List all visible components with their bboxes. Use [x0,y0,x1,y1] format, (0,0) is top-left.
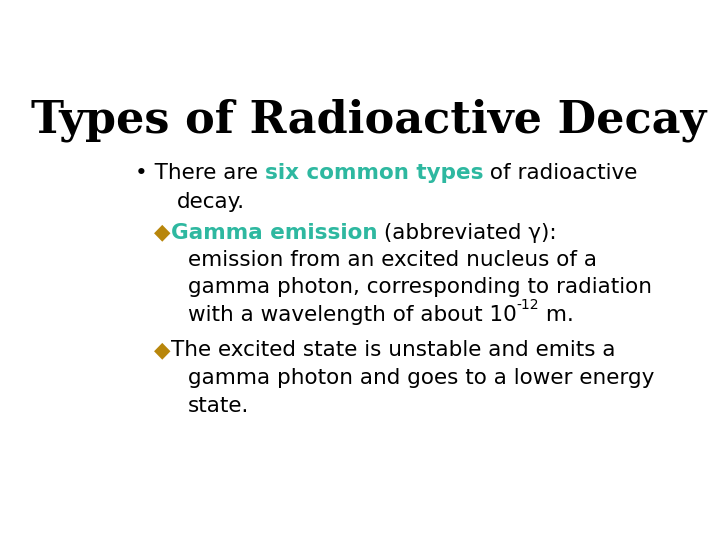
Text: emission from an excited nucleus of a: emission from an excited nucleus of a [188,251,597,271]
Text: gamma photon, corresponding to radiation: gamma photon, corresponding to radiation [188,278,652,298]
Text: (abbreviated γ):: (abbreviated γ): [377,222,557,242]
Text: of radioactive: of radioactive [483,163,637,183]
Text: with a wavelength of about 10: with a wavelength of about 10 [188,305,516,325]
Text: six common types: six common types [264,163,483,183]
Text: m.: m. [539,305,574,325]
Text: gamma photon and goes to a lower energy: gamma photon and goes to a lower energy [188,368,654,388]
Text: Gamma emission: Gamma emission [171,222,377,242]
Text: ◆: ◆ [154,340,171,360]
Text: decay.: decay. [176,192,245,212]
Text: -12: -12 [516,298,539,312]
Text: • There are: • There are [135,163,264,183]
Text: state.: state. [188,396,249,416]
Text: ◆: ◆ [154,222,171,242]
Text: The excited state is unstable and emits a: The excited state is unstable and emits … [171,340,615,360]
Text: Types of Radioactive Decay: Types of Radioactive Decay [32,98,706,141]
